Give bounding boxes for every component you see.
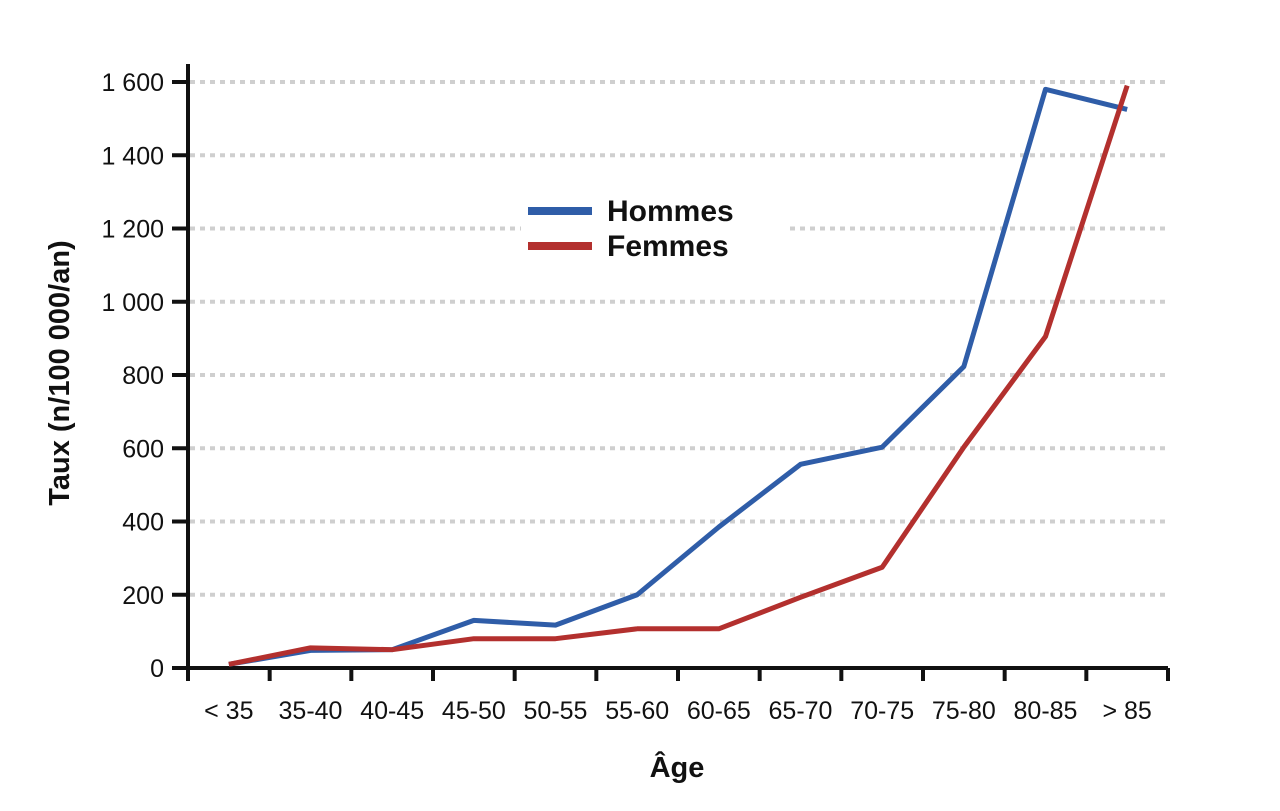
legend-label-hommes: Hommes <box>607 195 734 228</box>
y-tick-label: 200 <box>122 582 164 610</box>
y-tick-label: 600 <box>122 435 164 463</box>
y-tick-label: 0 <box>150 655 164 683</box>
legend-label-femmes: Femmes <box>607 230 729 263</box>
y-tick-label: 400 <box>122 509 164 537</box>
y-tick-label: 1 600 <box>101 69 164 97</box>
x-tick-label: 50-55 <box>524 697 588 725</box>
x-tick-label: 80-85 <box>1014 697 1078 725</box>
x-tick-label: 35-40 <box>279 697 343 725</box>
x-axis-title: Âge <box>650 750 705 784</box>
x-tick-label: 45-50 <box>442 697 506 725</box>
y-tick-label: 1 200 <box>101 216 164 244</box>
y-tick-label: 1 400 <box>101 142 164 170</box>
x-tick-label: < 35 <box>204 697 253 725</box>
series-layer <box>228 84 1130 667</box>
x-tick-label: 60-65 <box>687 697 751 725</box>
x-tick-label: 65-70 <box>769 697 833 725</box>
x-tick-label: 55-60 <box>605 697 669 725</box>
femmes-series-line <box>228 84 1130 667</box>
grid-layer <box>190 80 1166 597</box>
x-tick-label: 75-80 <box>932 697 996 725</box>
axis-layer: 0 200 400 600 800 1 000 1 200 1 400 1 600 < 35 35-… <box>101 64 1170 725</box>
y-tick-label: 800 <box>122 362 164 390</box>
x-tick-label: > 85 <box>1102 697 1151 725</box>
y-axis-title: Taux (n/100 000/an) <box>44 240 76 505</box>
y-tick-label: 1 000 <box>101 289 164 317</box>
x-tick-label: 70-75 <box>850 697 914 725</box>
x-tick-label: 40-45 <box>360 697 424 725</box>
